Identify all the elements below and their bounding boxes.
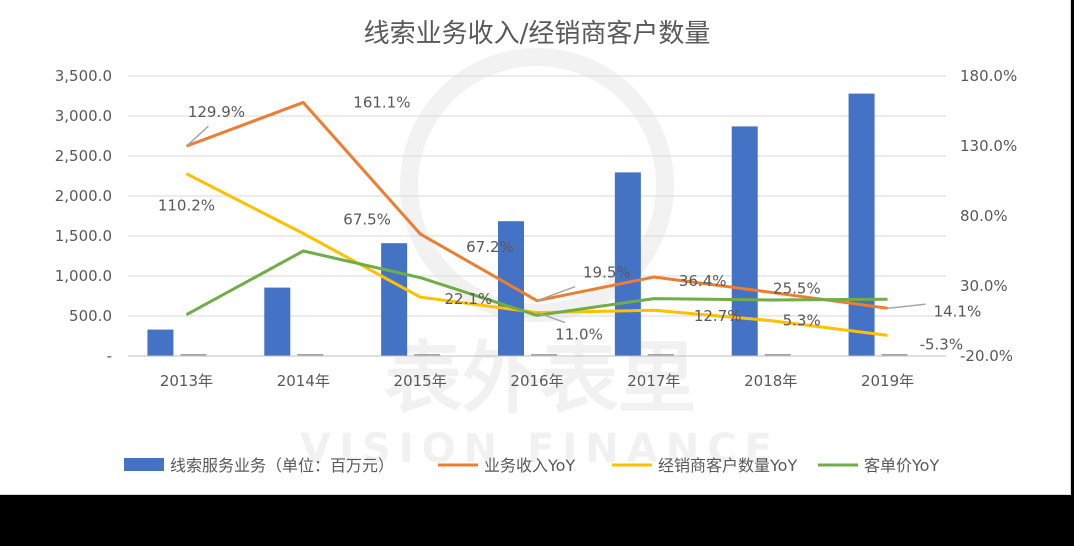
left-tick-label: - (107, 347, 112, 365)
small-bar-marker (180, 354, 207, 356)
right-tick-label: 30.0% (960, 277, 1008, 295)
data-label: 5.3% (783, 312, 821, 330)
data-labels-layer: 129.9% 161.1% 67.2% 19.5% 36.4% 25.5% 14.1% 110… (158, 93, 981, 353)
chart-svg: 表外表里 VISION FINANCE 线索业务收入/经销商客户数量 129.9… (55, 19, 1017, 475)
data-label: 12.7% (694, 307, 742, 325)
small-bar-marker (764, 354, 791, 356)
small-bar-marker (414, 354, 441, 356)
right-tick-label: 80.0% (960, 207, 1008, 225)
label-leader-line (536, 311, 566, 324)
right-tick-label: 180.0% (960, 67, 1017, 85)
data-label: 19.5% (583, 264, 631, 282)
small-bar-marker (297, 354, 324, 356)
legend-label: 线索服务业务（单位：百万元） (170, 456, 394, 475)
right-tick-label: 130.0% (960, 137, 1017, 155)
bar-2019年 (848, 93, 875, 356)
bar-2017年 (614, 172, 641, 356)
legend-label: 经销商客户数量YoY (658, 456, 797, 475)
watermark-cn-text: 表外表里 (384, 334, 696, 424)
line-series-1 (185, 100, 888, 310)
bar-2016年 (498, 221, 524, 356)
watermark-en-text: VISION FINANCE (300, 426, 780, 472)
line-series-3 (185, 249, 888, 317)
data-label: 36.4% (679, 272, 727, 290)
label-leader-line (887, 303, 926, 310)
data-label: 129.9% (188, 103, 245, 121)
left-tick-label: 2,500.0 (55, 147, 112, 165)
x-tick-label: 2017年 (627, 372, 680, 390)
watermark: 表外表里 VISION FINANCE (300, 48, 780, 472)
axes-layer: - 500.0 1,000.0 1,500.0 2,000.0 2,500.0 3,000.… (55, 67, 1017, 390)
x-tick-label: 2013年 (160, 372, 213, 390)
left-tick-label: 500.0 (69, 307, 112, 325)
label-leader-line (185, 125, 209, 147)
legend: 线索服务业务（单位：百万元） 业务收入YoY 经销商客户数量YoY 客单价YoY (124, 456, 939, 475)
data-label: -5.3% (920, 335, 964, 353)
legend-label: 客单价YoY (864, 456, 939, 475)
legend-swatch-bar (124, 458, 164, 471)
chart-panel: 表外表里 VISION FINANCE 线索业务收入/经销商客户数量 129.9… (0, 0, 1071, 495)
left-tick-label: 3,000.0 (55, 107, 112, 125)
small-bar-marker (531, 354, 557, 356)
x-tick-label: 2016年 (510, 372, 563, 390)
left-tick-label: 2,000.0 (55, 187, 112, 205)
chart-title: 线索业务收入/经销商客户数量 (364, 19, 711, 49)
left-tick-label: 1,500.0 (55, 227, 112, 245)
x-tick-label: 2018年 (744, 372, 797, 390)
bar-2015年 (381, 243, 408, 356)
data-label: 25.5% (773, 279, 821, 297)
x-tick-label: 2014年 (277, 372, 330, 390)
data-label: 110.2% (158, 197, 215, 215)
data-label: 11.0% (555, 326, 603, 344)
data-label: 22.1% (444, 290, 492, 308)
bar-2013年 (147, 329, 174, 356)
bars-layer (147, 93, 908, 357)
left-tick-label: 3,500.0 (55, 67, 112, 85)
small-bar-marker (881, 354, 908, 356)
x-tick-label: 2019年 (861, 372, 914, 390)
left-tick-label: 1,000.0 (55, 267, 112, 285)
data-label: 14.1% (934, 302, 982, 320)
bottom-black-band (0, 496, 1074, 546)
data-label: 67.2% (466, 238, 514, 256)
data-label: 67.5% (343, 211, 391, 229)
bar-2014年 (264, 287, 291, 356)
x-tick-label: 2015年 (394, 372, 447, 390)
small-bar-marker (647, 354, 674, 356)
right-tick-label: -20.0% (960, 347, 1013, 365)
data-label: 161.1% (353, 93, 410, 111)
legend-label: 业务收入YoY (484, 456, 575, 475)
label-leader-line (536, 285, 576, 302)
